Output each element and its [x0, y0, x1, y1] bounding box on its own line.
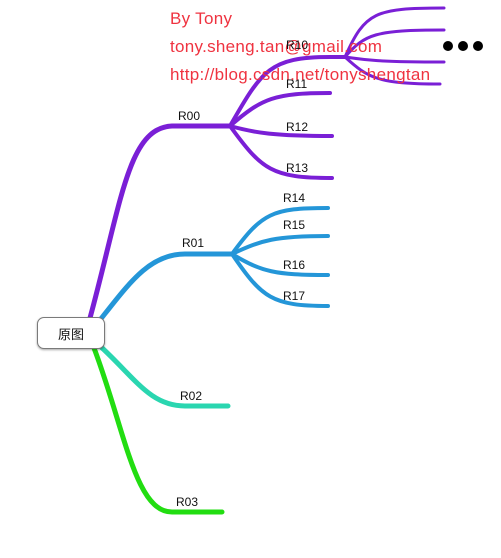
node-r15-label[interactable]: R15	[283, 218, 306, 232]
connector-r10-sub4	[343, 55, 442, 86]
connector-r00-r13	[228, 124, 334, 180]
node-r01-label[interactable]: R01	[182, 236, 205, 250]
watermark-url: http://blog.csdn.net/tonyshengtan	[170, 65, 431, 84]
branch-r01-connectors	[97, 206, 330, 323]
connector-r01-r16	[230, 252, 330, 277]
connector-r00-r12	[228, 124, 334, 138]
root-node-label: 原图	[57, 327, 84, 343]
connector-root-r00	[87, 123, 233, 321]
branch-r00-connectors	[87, 6, 446, 321]
node-r02-label[interactable]: R02	[180, 389, 203, 403]
connector-r01-r14	[230, 206, 330, 256]
connector-root-r03	[91, 345, 225, 515]
node-r16-label[interactable]: R16	[283, 258, 306, 272]
connector-root-r02	[97, 343, 231, 409]
connector-r00-r10	[228, 55, 347, 128]
node-r13-label[interactable]: R13	[286, 161, 309, 175]
connector-root-r01	[97, 251, 235, 323]
connector-r01-r15	[230, 234, 330, 256]
node-r11-label[interactable]: R11	[286, 77, 308, 91]
node-r10-label[interactable]: R10	[286, 38, 309, 52]
root-node[interactable]: 原图	[37, 317, 105, 349]
connector-r01-r17	[230, 252, 330, 308]
watermark-email: tony.sheng.tan@gmail.com	[170, 37, 383, 56]
node-r14-label[interactable]: R14	[283, 191, 306, 205]
node-r12-label[interactable]: R12	[286, 120, 309, 134]
connector-r10-sub2	[343, 28, 446, 59]
connector-r10-sub1	[343, 6, 446, 59]
more-ellipsis-icon	[443, 41, 483, 51]
node-r03-label[interactable]: R03	[176, 495, 199, 509]
node-r00-label[interactable]: R00	[178, 109, 201, 123]
connector-r10-sub3	[343, 55, 446, 64]
node-r17-label[interactable]: R17	[283, 289, 306, 303]
connector-r00-r11	[228, 91, 332, 128]
watermark-author: By Tony	[170, 9, 233, 28]
